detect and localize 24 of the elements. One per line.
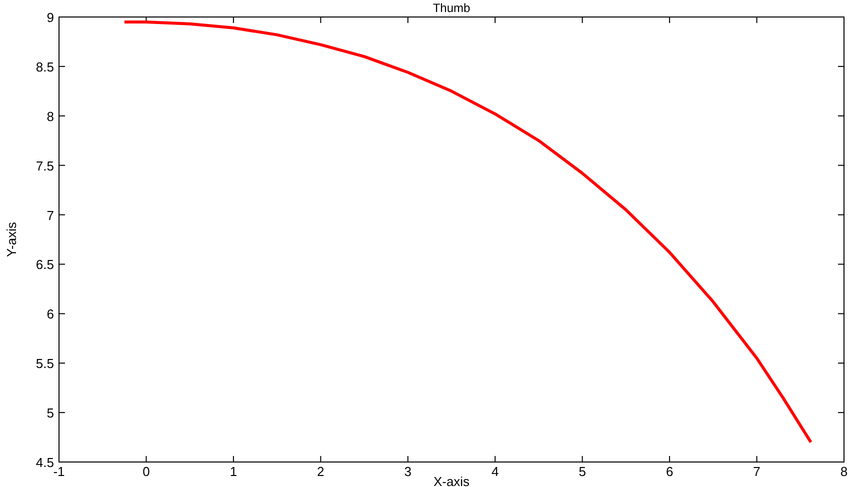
y-tick-label: 4.5 xyxy=(36,455,54,470)
x-tick-label: 0 xyxy=(142,464,150,479)
y-tick-label: 5 xyxy=(46,406,54,421)
y-axis-title: Y-axis xyxy=(4,222,19,257)
x-tick-label: 2 xyxy=(317,464,324,479)
x-tick-label: 3 xyxy=(404,464,412,479)
y-tick-label: 5.5 xyxy=(36,356,54,372)
x-tick-label: 5 xyxy=(578,464,586,479)
line-series xyxy=(122,20,812,444)
y-tick-label: 6.5 xyxy=(36,257,54,272)
y-tick-label: 7.5 xyxy=(36,158,54,174)
x-tick-label: 1 xyxy=(230,464,238,479)
y-tick-label: 8.5 xyxy=(36,59,54,74)
y-tick-label: 6 xyxy=(46,306,54,322)
x-axis-title: X-axis xyxy=(433,474,470,487)
y-tick-label: 8 xyxy=(46,108,54,124)
x-tick-label: -1 xyxy=(53,464,65,479)
chart-title: Thumb xyxy=(432,1,470,15)
x-tick-label: 6 xyxy=(666,464,674,479)
x-tick-label: 4 xyxy=(491,464,499,479)
y-tick-label: 9 xyxy=(46,10,54,25)
x-tick-label: 8 xyxy=(840,464,848,479)
y-tick-label: 7 xyxy=(46,208,54,223)
x-tick-label: 7 xyxy=(753,464,760,479)
